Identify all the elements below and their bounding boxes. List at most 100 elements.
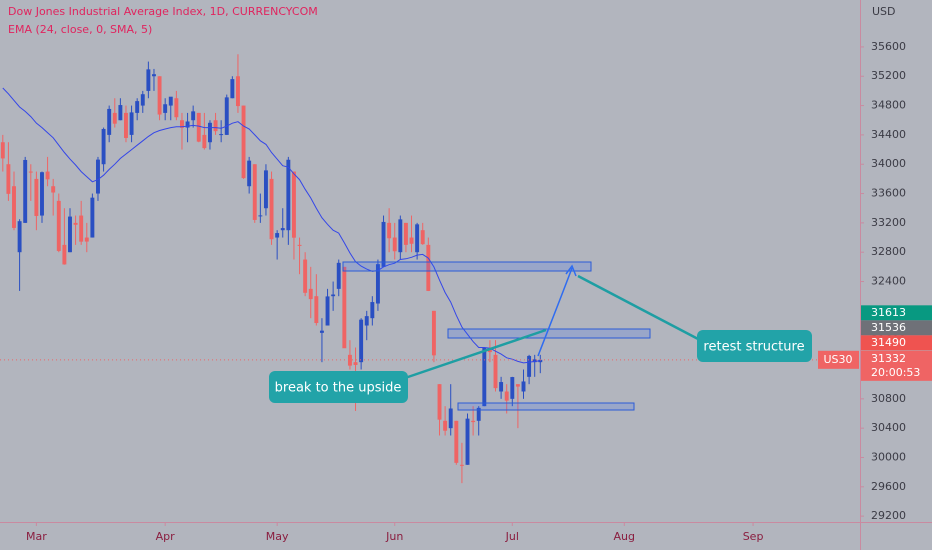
y-tick-label: 32800 xyxy=(871,245,906,258)
candle-body xyxy=(381,221,386,267)
candle-body xyxy=(465,418,470,465)
candle-body xyxy=(303,259,308,293)
candle-body xyxy=(62,244,67,265)
candle-body xyxy=(325,296,330,326)
indicator-label: EMA (24, close, 0, SMA, 5) xyxy=(8,23,152,36)
y-tick-label: 33600 xyxy=(871,187,906,200)
candle-body xyxy=(56,200,61,251)
y-tick-label: 30800 xyxy=(871,392,906,405)
candle-body xyxy=(532,359,537,363)
candle-body xyxy=(291,171,296,238)
candle-body xyxy=(180,120,184,128)
candle-body xyxy=(471,420,476,423)
candle-body xyxy=(493,354,498,389)
candle-body xyxy=(40,172,44,216)
drawings: break to the upside retest structure xyxy=(269,261,812,411)
x-tick-label: Jun xyxy=(385,530,403,543)
y-tick-label: 35600 xyxy=(871,40,906,53)
candle-body xyxy=(387,222,392,239)
candle-body xyxy=(375,264,380,304)
candle-body xyxy=(140,94,145,106)
candle-body xyxy=(68,216,72,253)
callout-box xyxy=(269,371,408,403)
candle-body xyxy=(476,407,481,421)
y-tick-label: 34800 xyxy=(871,99,906,112)
candle-body xyxy=(431,310,436,356)
candle-body xyxy=(84,237,89,242)
candle-body xyxy=(17,221,22,253)
candle-body xyxy=(398,219,403,253)
candle-body xyxy=(79,215,84,242)
chart-title: Dow Jones Industrial Average Index, 1D, … xyxy=(8,5,318,18)
callout-line xyxy=(404,328,547,380)
candle-body xyxy=(23,159,28,223)
candle-body xyxy=(224,97,229,135)
candle-body xyxy=(426,244,431,291)
candle-body xyxy=(51,186,56,193)
candle-body xyxy=(263,170,268,209)
candle-body xyxy=(34,178,39,216)
candle-body xyxy=(353,362,358,365)
candle-body xyxy=(504,391,509,401)
candle-body xyxy=(208,122,212,143)
candle-body xyxy=(90,197,95,238)
structure-zone xyxy=(457,402,635,411)
candle-body xyxy=(28,171,33,173)
candle-body xyxy=(448,408,453,429)
candle-body xyxy=(112,112,117,124)
candle-body xyxy=(454,420,459,463)
candle-body xyxy=(96,159,100,194)
candle-body xyxy=(459,464,464,466)
x-tick-label: May xyxy=(266,530,289,543)
candle-body xyxy=(364,316,369,326)
x-tick-label: Mar xyxy=(26,530,47,543)
candle-body xyxy=(0,142,5,159)
x-tick-label: Jul xyxy=(505,530,519,543)
structure-zone xyxy=(447,328,651,339)
candle-body xyxy=(314,296,319,324)
countdown: 20:00:53 xyxy=(871,366,920,379)
candle-body xyxy=(12,186,16,228)
candle-body xyxy=(297,244,302,246)
price-badge xyxy=(861,350,932,381)
candle-body xyxy=(280,228,285,231)
y-tick-label: 35200 xyxy=(871,69,906,82)
candle-body xyxy=(163,104,168,113)
y-tick-label: 34400 xyxy=(871,128,906,141)
candle-body xyxy=(527,355,532,377)
series-badge xyxy=(818,350,859,369)
price-label: 31490 xyxy=(871,336,906,349)
y-tick-label: 34000 xyxy=(871,157,906,170)
candle-body xyxy=(185,121,190,128)
candle-body xyxy=(319,330,324,333)
candle-body xyxy=(252,164,257,220)
candle-body xyxy=(482,347,487,407)
candle-body xyxy=(415,224,420,253)
candle-body xyxy=(443,420,448,431)
candle-body xyxy=(241,105,246,179)
candle-body xyxy=(230,79,235,99)
candle-body xyxy=(370,302,375,319)
candle-body xyxy=(135,101,140,113)
candle-body xyxy=(437,384,442,420)
candle-body xyxy=(521,381,526,392)
annotation: break to the upside xyxy=(275,381,402,396)
candle-body xyxy=(510,377,515,399)
candle-body xyxy=(286,159,291,231)
arrow-head xyxy=(565,264,577,277)
candle-body xyxy=(101,128,106,165)
candle-body xyxy=(359,319,364,363)
candle-body xyxy=(73,222,78,225)
x-tick-label: Sep xyxy=(743,530,764,543)
price-label: 31613 xyxy=(871,306,906,319)
candle-body xyxy=(269,178,274,240)
candle-body xyxy=(107,108,112,135)
candle-body xyxy=(392,237,397,252)
price-badge xyxy=(861,320,932,336)
candle-body xyxy=(191,111,196,121)
annotation: retest structure xyxy=(703,340,804,355)
candle-body xyxy=(515,384,520,387)
currency-label: USD xyxy=(872,5,896,18)
